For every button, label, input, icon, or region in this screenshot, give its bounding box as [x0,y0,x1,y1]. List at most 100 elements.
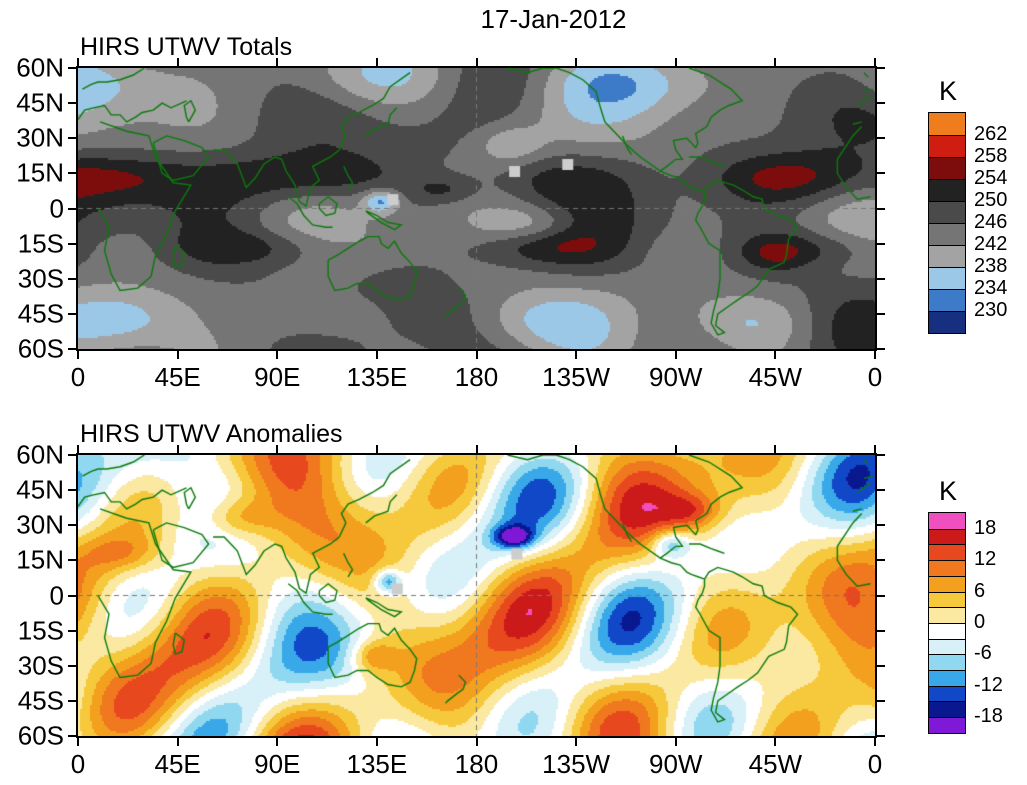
x-axis-tick-label: 45W [748,749,803,779]
axis-tick-mark [68,594,76,597]
axis-tick-mark [674,58,677,66]
axis-tick-mark [68,242,76,245]
y-axis-tick-label: 60S [17,333,64,364]
axis-tick-mark [68,102,76,105]
axis-tick-mark [77,445,79,453]
x-axis-tick-label: 135W [542,749,611,779]
axis-tick-mark [877,489,885,492]
x-axis-tick-label: 180 [454,749,499,779]
axis-tick-mark [575,58,578,66]
y-axis-tick-label: 15S [17,615,64,646]
axis-tick-mark [774,58,777,66]
axis-tick-mark [276,738,279,746]
axis-tick-mark [475,351,478,359]
axis-tick-mark [276,351,279,359]
axis-tick-mark [68,207,76,210]
axis-tick-mark [674,351,677,359]
axis-tick-mark [375,351,378,359]
colorbar-segment [929,267,965,289]
y-axis-tick-label: 30N [16,122,64,153]
axis-tick-mark [877,664,885,667]
axis-tick-mark [774,738,777,746]
axis-tick-mark [877,277,885,280]
y-axis-tick-label: 45N [16,87,64,118]
axis-tick-mark [77,58,79,66]
axis-tick-mark [874,738,876,746]
anomalies-panel-title: HIRS UTWV Anomalies [80,420,343,448]
axis-tick-mark [877,242,885,245]
colorbar-tick-label: 12 [974,548,997,571]
x-axis-tick-label: 135W [542,362,611,392]
axis-tick-mark [877,735,885,737]
y-axis-tick-label: 60N [16,439,64,470]
colorbar-segment [929,575,965,592]
axis-tick-mark [774,351,777,359]
axis-tick-mark [877,629,885,632]
figure-date-title: 17-Jan-2012 [480,4,627,34]
colorbar-tick-label: -12 [974,673,1003,696]
colorbar-segment [929,591,965,608]
axis-tick-mark [68,489,76,492]
axis-tick-mark [877,102,885,105]
anomalies-map-canvas [76,453,877,738]
colorbar-tick-label: 234 [974,277,1008,299]
x-axis-tick-label: 90W [649,362,703,392]
y-axis-tick-label: 60N [16,52,64,83]
x-axis-tick-label: 90E [254,362,301,392]
colorbar-segment [929,223,965,245]
axis-tick-mark [475,58,478,66]
colorbar-segment [929,513,965,529]
colorbar-segment [929,157,965,179]
axis-tick-mark [68,664,76,667]
axis-tick-mark [877,454,885,456]
totals-colorbar [928,112,966,334]
colorbar-tick-label: 238 [974,255,1008,277]
axis-tick-mark [877,312,885,315]
axis-tick-mark [68,629,76,632]
axis-tick-mark [68,735,76,737]
axis-tick-mark [475,738,478,746]
colorbar-tick-label: 18 [974,516,997,539]
colorbar-segment [929,654,965,671]
axis-tick-mark [877,67,885,69]
x-axis-tick-label: 0 [867,749,883,779]
x-axis-tick-label: 90E [254,749,301,779]
colorbar-segment [929,607,965,623]
axis-tick-mark [877,137,885,140]
axis-tick-mark [874,445,876,453]
x-axis-tick-label: 45E [154,749,201,779]
x-axis-tick-label: 0 [867,362,883,392]
y-axis-tick-label: 60S [17,720,64,751]
axis-tick-mark [77,738,79,746]
x-axis-tick-label: 135E [346,749,408,779]
colorbar-tick-label: -18 [974,705,1003,728]
x-axis-tick-label: 90W [649,749,703,779]
axis-tick-mark [68,559,76,562]
axis-tick-mark [276,58,279,66]
axis-tick-mark [176,738,179,746]
axis-tick-mark [68,312,76,315]
colorbar-segment [929,638,965,655]
colorbar-tick-label: -6 [974,642,992,665]
anomalies-colorbar [928,512,966,734]
axis-tick-mark [68,454,76,456]
axis-tick-mark [674,445,677,453]
y-axis-tick-label: 45S [17,685,64,716]
axis-tick-mark [176,445,179,453]
colorbar-tick-label: 242 [974,233,1008,255]
axis-tick-mark [68,172,76,175]
axis-tick-mark [176,58,179,66]
axis-tick-mark [877,207,885,210]
anomalies-colorbar-unit-label: K [938,476,957,506]
totals-panel-title: HIRS UTWV Totals [80,33,293,61]
axis-tick-mark [575,445,578,453]
axis-tick-mark [375,738,378,746]
axis-tick-mark [874,351,876,359]
colorbar-tick-label: 6 [974,579,986,602]
y-axis-tick-label: 45N [16,474,64,505]
colorbar-segment [929,245,965,267]
axis-tick-mark [176,351,179,359]
axis-tick-mark [674,738,677,746]
colorbar-segment [929,113,965,135]
